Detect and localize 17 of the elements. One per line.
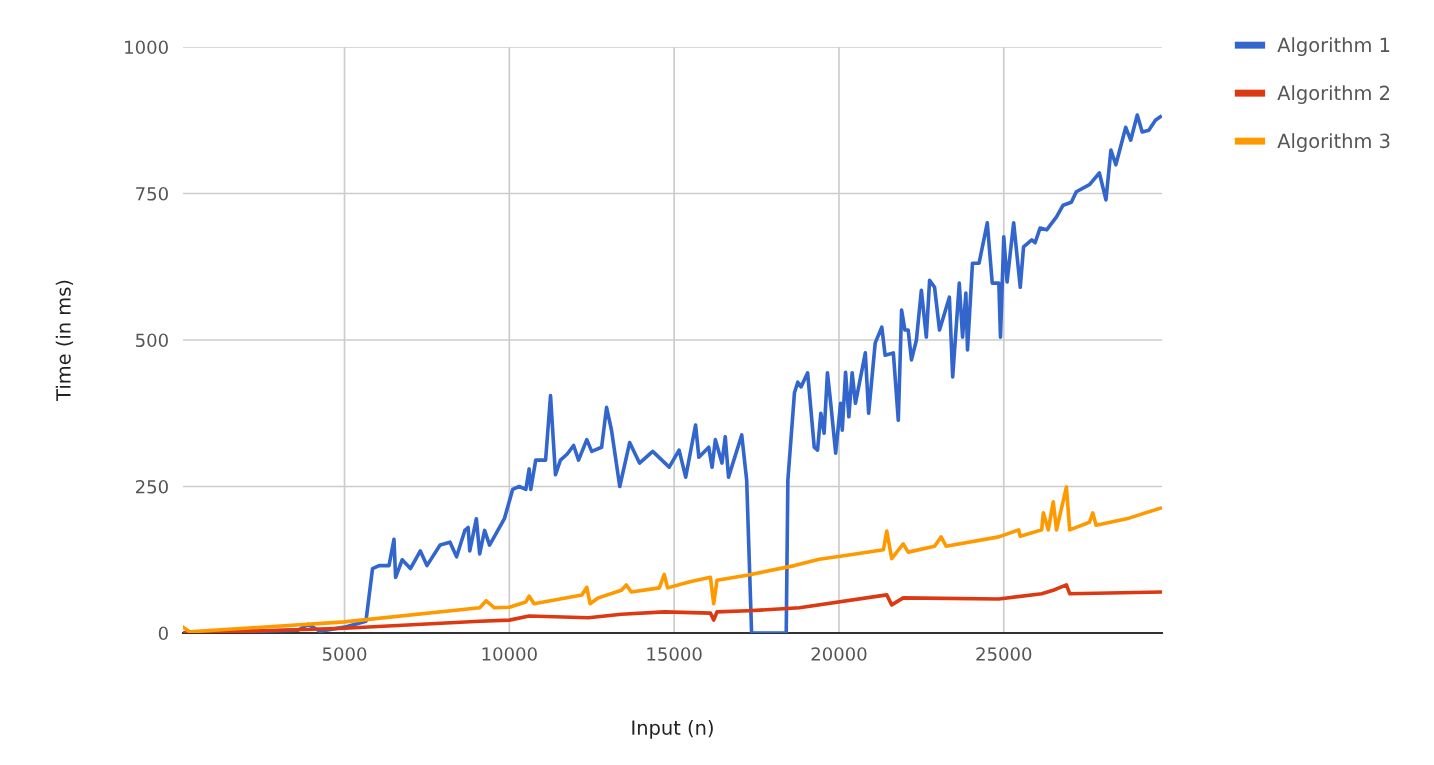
y-tick-label: 500 [136, 333, 168, 348]
y-tick-label: 250 [135, 479, 168, 494]
x-tick-label: 15000 [647, 647, 702, 661]
y-tick-label: 0 [158, 626, 168, 641]
legend-label: Algorithm 3 [1277, 133, 1390, 152]
line-series [183, 485, 1162, 633]
x-tick-label: 25000 [976, 647, 1032, 661]
x-tick-label: 20000 [811, 647, 867, 661]
legend-label: Algorithm 1 [1277, 37, 1390, 57]
x-tick-label: 10000 [482, 647, 537, 661]
line-series [183, 583, 1162, 633]
legend-label: Algorithm 2 [1277, 85, 1390, 104]
y-tick-label: 750 [136, 186, 168, 201]
y-axis-title: Time (in ms) [55, 280, 74, 402]
x-tick-label: 5000 [322, 647, 367, 661]
y-tick-label: 1000 [125, 40, 168, 55]
x-axis-title: Input (n) [632, 719, 713, 739]
